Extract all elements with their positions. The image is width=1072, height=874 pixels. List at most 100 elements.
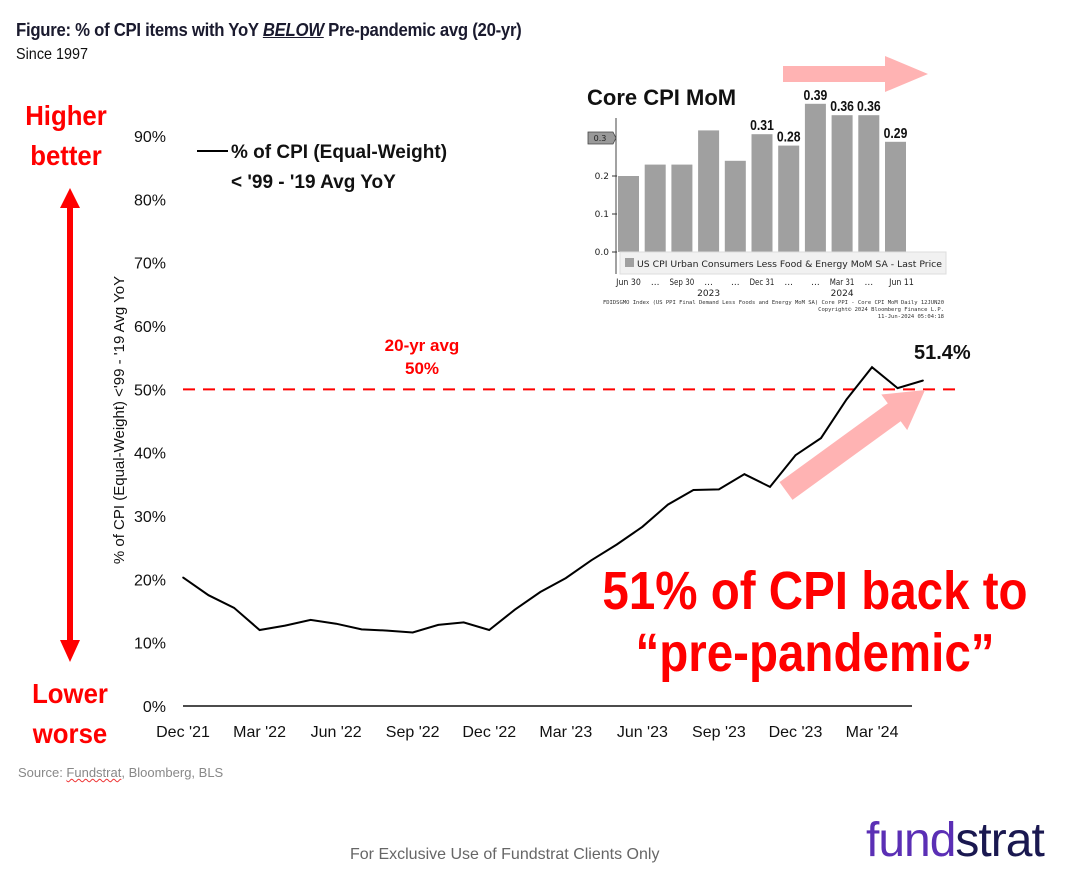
inset-bar — [671, 164, 693, 252]
inset-bar-label: 0.39 — [804, 87, 828, 104]
series-point — [258, 629, 261, 631]
y-tick-label: 70% — [134, 256, 166, 273]
x-tick-label: Mar '22 — [233, 724, 286, 741]
series-point — [207, 594, 210, 596]
inset-last-price-tag — [587, 131, 617, 145]
figure-title: Figure: % of CPI items with YoY BELOW Pr… — [16, 20, 522, 41]
y-tick-label: 60% — [134, 319, 166, 336]
inset-bar — [618, 176, 639, 252]
series-point — [590, 559, 593, 562]
inset-x-tick: ... — [811, 278, 820, 288]
y-tick-label: 0% — [143, 699, 166, 716]
y-tick-label: 30% — [134, 509, 166, 526]
series-point — [743, 473, 746, 476]
series-point — [769, 486, 771, 488]
inset-bar-label: 0.31 — [750, 117, 774, 134]
inset-y-tick: 0.2 — [595, 172, 609, 182]
series-point — [922, 379, 924, 382]
inset-bar — [698, 130, 720, 252]
x-tick-label: Jun '23 — [617, 724, 668, 741]
inset-bar — [751, 134, 773, 252]
series-point — [360, 628, 363, 631]
avg-annotation: 20-yr avg 50% — [384, 336, 460, 378]
series-point — [411, 631, 414, 634]
inset-x-tick: Mar 31 — [830, 278, 855, 288]
lower-worse-label: Lower worse — [32, 678, 108, 749]
series-point — [462, 621, 465, 624]
pink-arrow-right — [783, 56, 928, 92]
x-tick-label: Sep '23 — [692, 724, 746, 741]
x-tick-label: Mar '24 — [846, 724, 899, 741]
source-note: Source: Fundstrat, Bloomberg, BLS — [18, 765, 224, 780]
inset-bar — [831, 115, 853, 252]
series-point — [718, 488, 720, 491]
series-point — [641, 525, 644, 528]
inset-year-label: 2023 — [697, 289, 720, 299]
series-point — [896, 387, 899, 389]
series-point — [386, 629, 388, 632]
y-tick-label: 80% — [134, 192, 166, 209]
y-tick-label: 20% — [134, 572, 166, 589]
pink-arrow-up — [779, 390, 925, 500]
higher-lower-arrow — [60, 188, 80, 662]
inset-legend-swatch — [625, 258, 634, 267]
series-point — [488, 629, 491, 631]
x-tick-label: Dec '23 — [769, 724, 823, 741]
series-point — [335, 622, 337, 625]
y-axis-ticks: 0% 10% 20% 30% 40% 50% 60% 70% 80% 90% — [134, 129, 166, 716]
series-point — [233, 607, 235, 609]
disclaimer: For Exclusive Use of Fundstrat Clients O… — [350, 846, 660, 863]
y-tick-label: 40% — [134, 446, 166, 463]
y-tick-label: 90% — [134, 129, 166, 146]
series-point — [794, 454, 797, 457]
inset-bar — [644, 164, 666, 252]
series-point — [513, 608, 516, 611]
inset-footnote-2: Copyright© 2024 Bloomberg Finance L.P. — [818, 307, 944, 313]
series-point — [182, 576, 184, 579]
inset-bar-label: 0.36 — [857, 98, 881, 115]
inset-legend-label: US CPI Urban Consumers Less Food & Energ… — [637, 260, 942, 270]
inset-x-tick: ... — [651, 278, 660, 288]
inset-bar-label: 0.28 — [777, 129, 801, 146]
inset-bar — [778, 145, 800, 252]
series-point — [539, 591, 542, 593]
inset-bar — [724, 160, 746, 252]
series-point — [309, 619, 312, 621]
inset-x-tick: Jun 11 — [888, 278, 914, 288]
series-point — [565, 577, 567, 579]
title-emphasis: BELOW — [262, 20, 324, 40]
higher-better-label: Higher better — [25, 100, 107, 171]
y-axis-label: % of CPI (Equal-Weight) <'99 - '19 Avg Y… — [111, 276, 128, 564]
x-tick-label: Sep '22 — [386, 724, 440, 741]
series-point — [437, 624, 440, 626]
inset-title: Core CPI MoM — [587, 85, 736, 110]
inset-bar — [804, 103, 826, 252]
y-tick-label: 10% — [134, 636, 166, 653]
series-point — [692, 489, 695, 491]
series-point — [616, 543, 618, 546]
inset-bar — [858, 115, 880, 252]
inset-x-tick: Sep 30 — [670, 278, 695, 288]
series-point — [667, 503, 669, 506]
title-suffix: Pre-pandemic avg (20-yr) — [323, 20, 522, 40]
inset-x-tick: ... — [784, 278, 793, 288]
headline-annotation: 51% of CPI back to “pre-pandemic” — [602, 561, 1028, 683]
x-tick-label: Dec '22 — [462, 724, 516, 741]
inset-bar-label: 0.36 — [830, 98, 854, 115]
x-axis-ticks: Dec '21 Mar '22 Jun '22 Sep '22 Dec '22 Mar '… — [156, 724, 898, 741]
last-value-label: 51.4% — [914, 342, 971, 364]
inset-x-tick: Dec 31 — [750, 278, 775, 288]
x-tick-label: Mar '23 — [539, 724, 592, 741]
inset-x-tick: ... — [731, 278, 740, 288]
inset-x-tick: Jun 30 — [615, 278, 641, 288]
inset-y-tick: 0.0 — [595, 248, 610, 258]
legend-label-2: < '99 - '19 Avg YoY — [231, 172, 396, 193]
series-line — [182, 365, 924, 634]
inset-bar-chart: Core CPI MoM 0.310.280.390.36 0.360.29 0.… — [587, 85, 947, 320]
series-point — [845, 398, 848, 401]
inset-footnote-1: FDIDSGMO Index (US PPI Final Demand Less… — [603, 300, 944, 306]
legend-label-1: % of CPI (Equal-Weight) — [231, 142, 447, 163]
series-point — [820, 437, 822, 439]
inset-bar — [885, 141, 906, 252]
inset-last-price-value: 0.3 — [594, 134, 607, 143]
